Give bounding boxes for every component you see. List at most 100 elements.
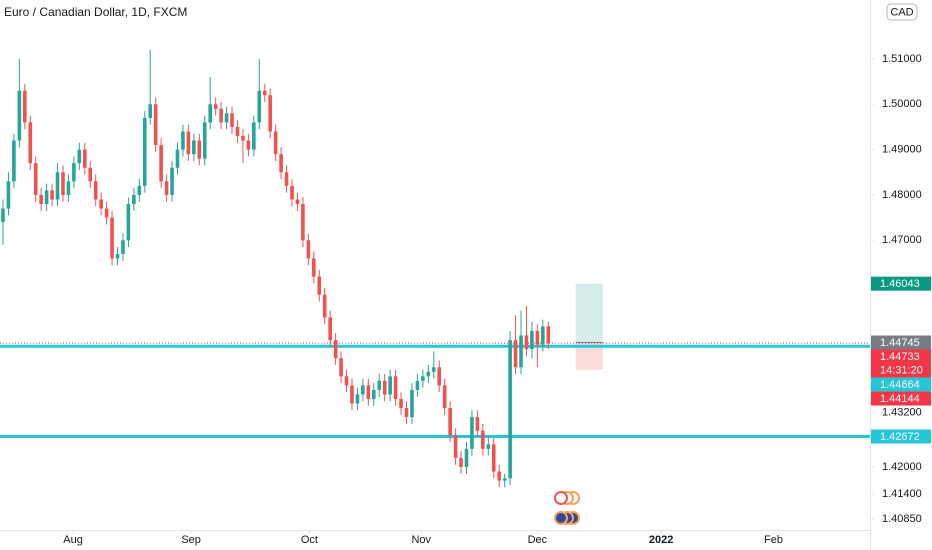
candle-body	[497, 471, 502, 481]
candle-body	[39, 194, 43, 205]
candle-body	[295, 199, 300, 205]
x-tick-label: Aug	[63, 534, 83, 546]
candle-body	[104, 208, 109, 218]
candle-body	[317, 276, 322, 295]
candle-body	[115, 253, 120, 259]
candle-body	[333, 340, 338, 359]
candle-body	[44, 190, 49, 205]
candle-body	[132, 194, 136, 205]
candle-body	[6, 181, 11, 209]
candle-body	[219, 108, 223, 123]
candle-body	[72, 163, 76, 182]
y-tick-label: 1.51000	[882, 53, 922, 65]
price-label: 1.46043	[880, 278, 920, 290]
price-label-bg	[871, 391, 931, 406]
candle-body	[355, 394, 360, 404]
candle-body	[393, 376, 398, 399]
candle-body	[252, 122, 256, 150]
candle-body	[110, 217, 114, 259]
candle-body	[1, 208, 5, 223]
candle-body	[99, 199, 103, 209]
x-tick-label: Oct	[301, 534, 318, 546]
candle-body	[388, 376, 392, 395]
event-icons	[554, 491, 580, 525]
candle-body	[339, 358, 343, 377]
candle-body	[197, 140, 202, 159]
candle-body	[77, 149, 82, 164]
candle-body	[481, 430, 485, 449]
candle-body	[426, 371, 431, 377]
candle-body	[93, 181, 98, 200]
candle-body	[153, 104, 158, 146]
candle-body	[350, 385, 354, 404]
candle-body	[382, 380, 387, 395]
y-tick-label: 1.42000	[882, 461, 922, 473]
y-tick-label: 1.41400	[882, 488, 922, 500]
candle-body	[230, 113, 234, 127]
price-label: 1.44664	[880, 379, 920, 391]
price-label-bg	[871, 377, 931, 392]
candle-body	[519, 335, 523, 368]
y-tick-label: 1.47000	[882, 234, 922, 246]
candle-body	[448, 408, 452, 436]
price-label: 1.42672	[880, 431, 920, 443]
x-tick-label: 2022	[649, 534, 673, 546]
candle-body	[508, 340, 512, 479]
candle-body	[17, 90, 22, 141]
candle-body	[431, 367, 436, 372]
candle-body	[175, 149, 180, 168]
candle-body	[241, 136, 245, 141]
candle-body	[170, 167, 174, 195]
candle-body	[61, 172, 65, 195]
price-label-bg	[871, 429, 931, 444]
candle-body	[33, 163, 38, 195]
candle-body	[181, 131, 185, 150]
candle-body	[246, 140, 251, 150]
candle-body	[377, 380, 382, 390]
candle-body	[137, 185, 142, 195]
event-icon	[554, 491, 568, 505]
candle-body	[82, 149, 87, 168]
candle-body	[371, 389, 376, 399]
x-tick-label: Sep	[181, 534, 201, 546]
candle-body	[524, 335, 529, 350]
candle-body	[442, 385, 447, 409]
candle-body	[192, 140, 196, 155]
candle-body	[279, 154, 283, 173]
candle-body	[453, 435, 458, 458]
candle-body	[530, 330, 534, 350]
price-label: 1.44745	[880, 337, 920, 349]
candle-body	[410, 389, 414, 418]
price-label-bg	[871, 276, 931, 291]
candle-body	[121, 240, 125, 254]
y-tick-label: 1.48000	[882, 189, 922, 201]
candle-body	[66, 181, 71, 195]
candle-body	[322, 294, 327, 318]
candle-body	[235, 126, 240, 137]
candle-body	[208, 104, 213, 123]
price-label-bg	[871, 349, 931, 378]
candle-body	[213, 104, 218, 109]
candle-body	[148, 104, 153, 118]
candle-body	[470, 417, 474, 449]
candle-body	[535, 330, 540, 345]
candle-body	[404, 408, 409, 418]
position-profit	[575, 283, 603, 343]
x-tick-label: Nov	[411, 534, 431, 546]
currency-label: CAD	[890, 6, 913, 18]
candle-body	[475, 417, 480, 431]
candle-body	[284, 172, 289, 186]
candle-body	[224, 113, 229, 123]
price-label-bg	[871, 335, 931, 350]
candle-body	[361, 385, 365, 395]
candle-body	[459, 457, 463, 467]
candle-body	[301, 204, 305, 241]
chart-title: Euro / Canadian Dollar, 1D, FXCM	[4, 5, 187, 19]
candle-body	[415, 380, 420, 390]
candle-body	[502, 478, 507, 481]
candle-body	[546, 326, 551, 344]
candle-body	[312, 258, 316, 277]
x-tick-label: Dec	[528, 534, 548, 546]
candle-body	[23, 90, 27, 123]
